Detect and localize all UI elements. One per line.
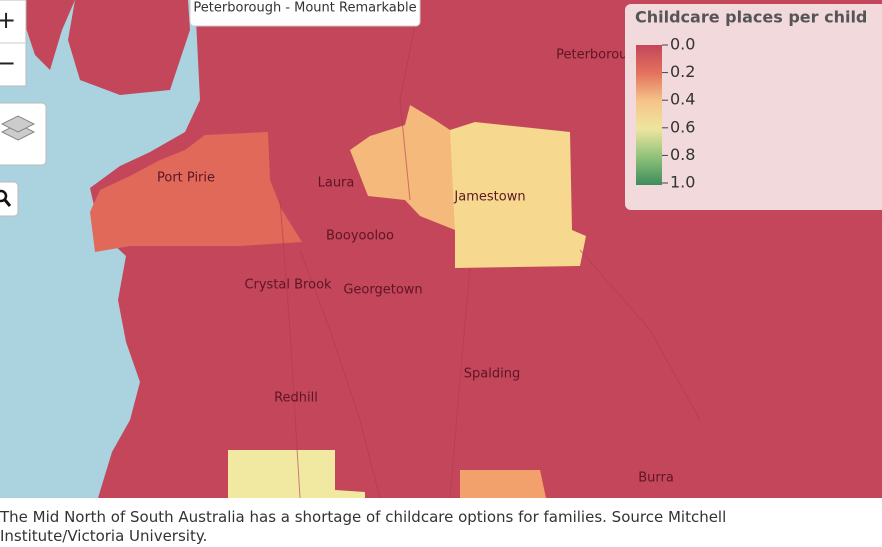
peninsula [22, 0, 75, 70]
zoom-in[interactable]: + [0, 6, 16, 34]
map: Peterborough - Mount Remarkable + − Pete… [0, 0, 882, 498]
legend-tick-label: 0.2 [670, 62, 695, 81]
legend-tick-label: 0.8 [670, 145, 695, 164]
layers-icon [0, 115, 36, 141]
place-label: Jamestown [453, 190, 525, 205]
place-label: Spalding [464, 367, 520, 382]
place-label: Port Pirie [157, 171, 215, 186]
region [460, 470, 546, 498]
place-label: Laura [318, 176, 355, 191]
legend-tick-label: 1.0 [670, 173, 695, 192]
legend-tick-label: 0.0 [670, 35, 695, 54]
caption: The Mid North of South Australia has a s… [0, 508, 727, 545]
place-label: Redhill [274, 391, 318, 406]
tooltip-box [189, 0, 421, 27]
tooltip: Peterborough - Mount Remarkable [193, 1, 416, 16]
zoom-out[interactable]: − [0, 49, 16, 77]
region [450, 122, 586, 268]
region [350, 105, 470, 232]
region [90, 132, 302, 252]
place-label: Crystal Brook [244, 278, 332, 293]
legend-gradient [636, 45, 662, 185]
place-label: Georgetown [343, 283, 422, 298]
place-label: Booyooloo [326, 229, 394, 244]
place-label: Peterborough [556, 48, 644, 63]
roads [279, 0, 701, 498]
legend-tick-label: 0.4 [670, 90, 695, 109]
search-button[interactable] [0, 181, 19, 217]
region [228, 450, 365, 498]
legend-title: Childcare places per child [635, 8, 867, 27]
place-label: Burra [638, 471, 674, 486]
legend-tick-label: 0.6 [670, 117, 695, 136]
legend-box [625, 4, 882, 210]
